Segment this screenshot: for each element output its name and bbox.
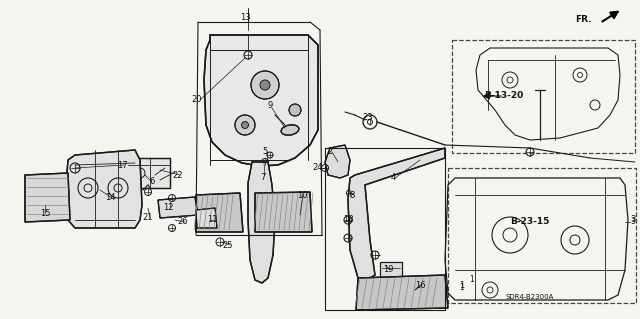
Bar [380, 262, 402, 278]
Circle shape [251, 71, 279, 99]
Bar [128, 158, 170, 188]
Polygon shape [204, 35, 318, 166]
Polygon shape [196, 193, 243, 232]
Ellipse shape [281, 125, 299, 135]
Polygon shape [25, 173, 70, 222]
Text: 26: 26 [178, 218, 188, 226]
Text: 1: 1 [460, 284, 465, 293]
Text: 9: 9 [268, 100, 273, 109]
Bar [380, 262, 402, 278]
Text: 6: 6 [149, 177, 155, 187]
Text: 23: 23 [363, 114, 373, 122]
Text: 7: 7 [260, 174, 266, 182]
Text: 24: 24 [313, 164, 323, 173]
Text: 2: 2 [328, 147, 333, 157]
Text: 21: 21 [143, 213, 153, 222]
Text: B-23-15: B-23-15 [510, 218, 550, 226]
Polygon shape [255, 192, 312, 232]
Circle shape [260, 80, 270, 90]
Text: 5: 5 [262, 147, 268, 157]
Polygon shape [356, 275, 448, 310]
Text: 16: 16 [415, 280, 426, 290]
Text: 1: 1 [470, 276, 474, 285]
Circle shape [241, 122, 248, 129]
Text: 12: 12 [163, 203, 173, 211]
Text: 19: 19 [383, 265, 393, 275]
Text: 13: 13 [240, 13, 250, 23]
Polygon shape [65, 150, 142, 228]
Text: 20: 20 [192, 95, 202, 105]
Text: B-13-20: B-13-20 [484, 92, 524, 100]
Text: 22: 22 [173, 170, 183, 180]
Text: 17: 17 [116, 160, 127, 169]
Polygon shape [196, 208, 217, 228]
Text: 1: 1 [460, 280, 465, 290]
Text: 15: 15 [40, 209, 51, 218]
Text: 25: 25 [223, 241, 233, 249]
Bar [452, 40, 635, 153]
Circle shape [289, 104, 301, 116]
Text: 8: 8 [349, 190, 355, 199]
Text: 4: 4 [390, 174, 396, 182]
Text: FR.: FR. [575, 16, 592, 25]
Polygon shape [348, 148, 445, 278]
Text: 3: 3 [630, 216, 636, 225]
Text: 14: 14 [105, 194, 115, 203]
Circle shape [235, 115, 255, 135]
Bar [128, 158, 170, 188]
Text: SDR4-B2300A: SDR4-B2300A [505, 294, 554, 300]
Bar [448, 168, 636, 303]
Text: 10: 10 [297, 190, 307, 199]
Text: 11: 11 [207, 216, 217, 225]
Polygon shape [248, 162, 275, 283]
Text: 3: 3 [630, 218, 636, 226]
Polygon shape [325, 145, 350, 178]
Text: 18: 18 [342, 216, 353, 225]
Polygon shape [158, 197, 198, 218]
